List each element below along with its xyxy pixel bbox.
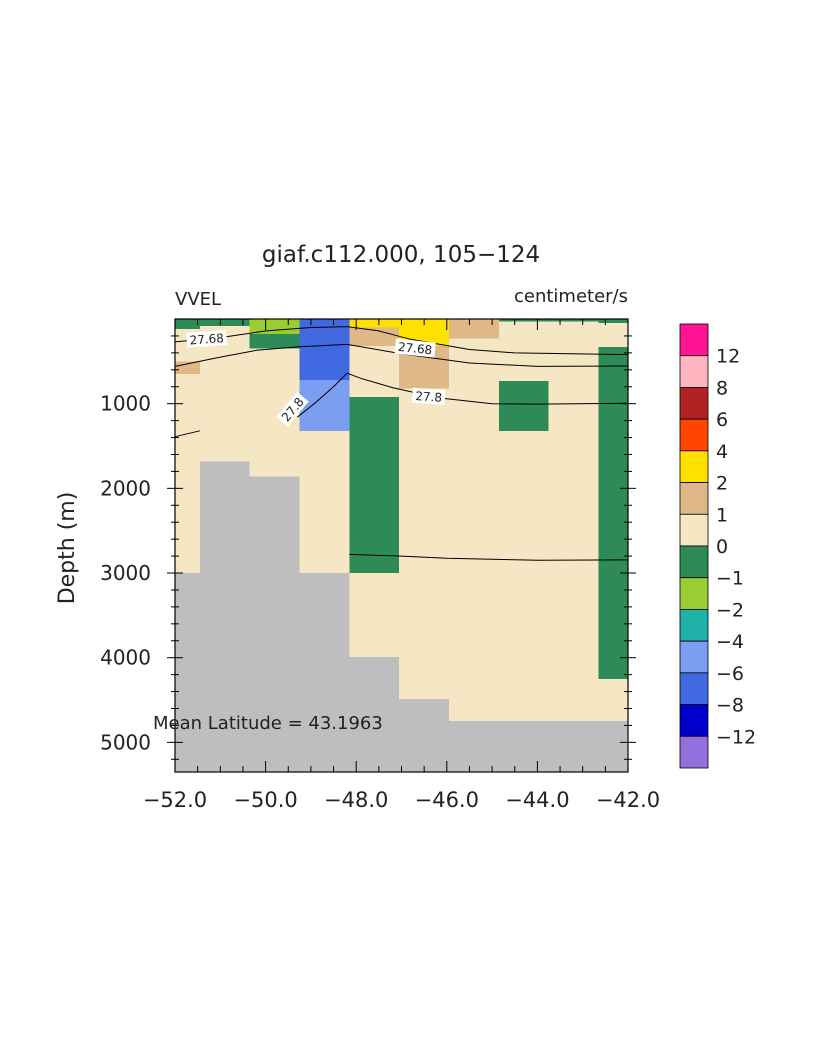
land-mask	[249, 476, 300, 772]
units-label: centimeter/s	[514, 286, 628, 307]
colorbar-label: 6	[716, 409, 728, 431]
field-cell	[498, 319, 599, 322]
field-cell	[299, 319, 350, 380]
colorbar-box	[679, 672, 709, 705]
colorbar-label: −6	[716, 663, 744, 685]
land-mask	[349, 656, 400, 772]
variable-label: VVEL	[175, 289, 221, 310]
colorbar-box	[679, 418, 709, 452]
field-cell	[449, 319, 499, 339]
colorbar-label: −4	[716, 631, 744, 653]
land-mask	[399, 699, 450, 772]
colorbar-label: −12	[716, 726, 756, 748]
contour-label-background	[186, 329, 228, 348]
colorbar-label: 12	[716, 346, 740, 368]
contour-label: 27.68	[394, 338, 436, 358]
colorbar-label: −1	[716, 568, 744, 590]
mean-latitude-annotation: Mean Latitude = 43.1963	[153, 713, 383, 734]
y-tick-label: 1000	[100, 392, 151, 416]
land-mask	[175, 573, 200, 772]
contour-line	[174, 430, 201, 438]
field-cell	[299, 379, 350, 431]
contour-label: 27.8	[411, 387, 446, 406]
x-tick-label: −48.0	[324, 788, 388, 812]
y-tick-label: 3000	[100, 561, 151, 585]
colorbar-label: 0	[716, 536, 728, 558]
colorbar-box	[679, 482, 709, 515]
field-cell	[349, 319, 400, 328]
y-tick-label: 2000	[100, 476, 151, 500]
contour-line	[349, 553, 629, 561]
x-tick-label: −52.0	[143, 788, 207, 812]
field-cell	[249, 334, 300, 349]
contour-label-background	[276, 391, 309, 427]
plot-ticks: −52.0 −50.0 −48.0 −46.0 −44.0 −42.0 1000 2000 30…	[100, 319, 660, 812]
colorbar-box	[679, 577, 709, 610]
field-cell	[498, 380, 549, 431]
colorbar-label: 2	[716, 473, 728, 495]
colorbar-box	[679, 640, 709, 674]
field-cell	[349, 396, 400, 574]
y-tick-label: 5000	[100, 730, 151, 754]
field-cell	[249, 319, 300, 335]
x-tick-label: −50.0	[233, 788, 297, 812]
contour-line	[174, 343, 629, 367]
x-tick-label: −42.0	[596, 788, 660, 812]
contour-label-text: 27.68	[189, 331, 224, 347]
colorbar: 12 8 6 4 2 1 0 −1 −2 −4 −6 −8 −12	[679, 323, 756, 769]
field-cell	[175, 319, 200, 330]
colorbar-label: −8	[716, 695, 744, 717]
colorbar-label: 1	[716, 504, 728, 526]
colorbar-box	[679, 450, 709, 483]
contour-label-text: 27.68	[397, 340, 433, 358]
contour-line	[296, 372, 629, 418]
field-cell	[175, 361, 200, 375]
field-cell	[598, 346, 628, 679]
colorbar-label: −2	[716, 599, 744, 621]
colorbar-box	[679, 735, 709, 769]
field-cell	[349, 327, 400, 347]
colorbar-box	[679, 609, 709, 642]
colorbar-box	[679, 355, 709, 388]
chart-title: giaf.c112.000, 105−124	[262, 242, 540, 268]
colorbar-box	[679, 704, 709, 737]
land-mask	[199, 461, 250, 772]
contour-label-background	[394, 338, 436, 358]
field-cell	[199, 319, 250, 326]
land-mask	[449, 721, 628, 772]
colorbar-label: 8	[716, 377, 728, 399]
colorbar-box	[679, 323, 709, 357]
land-mask	[299, 573, 350, 772]
contour-line	[174, 326, 629, 356]
x-tick-label: −46.0	[415, 788, 479, 812]
y-axis-label: Depth (m)	[55, 492, 80, 605]
contour-label-text: 27.8	[415, 389, 443, 405]
colorbar-box	[679, 387, 709, 420]
x-tick-label: −44.0	[505, 788, 569, 812]
colorbar-label: 4	[716, 441, 728, 463]
colorbar-box	[679, 545, 709, 579]
contour-label-background	[411, 387, 446, 406]
plot-cells	[175, 319, 628, 772]
contour-label: 27.68	[186, 329, 228, 348]
colorbar-box	[679, 513, 709, 547]
field-cell	[598, 319, 628, 324]
y-tick-label: 4000	[100, 646, 151, 670]
